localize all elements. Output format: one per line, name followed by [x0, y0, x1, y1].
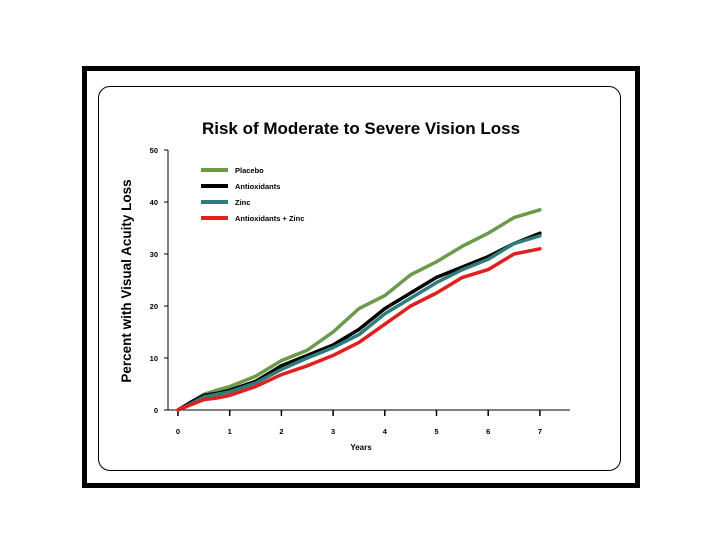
series-line-zinc	[176, 234, 542, 412]
series-line-placebo	[176, 208, 542, 412]
x-tick-label: 4	[383, 427, 388, 436]
y-axis-label: Percent with Visual Acuity Loss	[119, 179, 134, 382]
legend-label: Antioxidants	[235, 182, 280, 191]
y-tick-label: 30	[150, 250, 158, 259]
legend-label: Placebo	[235, 166, 264, 175]
x-tick-label: 3	[331, 427, 335, 436]
y-tick-label: 40	[150, 198, 158, 207]
y-ticks: 0 10 20 30 40 50	[150, 146, 168, 415]
y-tick-label: 10	[150, 354, 158, 363]
legend-label: Antioxidants + Zinc	[235, 214, 304, 223]
chart-title: Risk of Moderate to Severe Vision Loss	[202, 119, 520, 138]
x-tick-label: 0	[176, 427, 180, 436]
x-axis-label: Years	[350, 443, 372, 452]
x-tick-label: 7	[538, 427, 542, 436]
y-tick-label: 50	[150, 146, 158, 155]
x-tick-label: 6	[486, 427, 490, 436]
x-tick-label: 5	[434, 427, 438, 436]
series-lines	[176, 208, 542, 412]
y-tick-label: 20	[150, 302, 158, 311]
x-ticks: 0 1 2 3 4 5 6 7	[176, 410, 542, 436]
x-tick-label: 1	[228, 427, 232, 436]
x-tick-label: 2	[279, 427, 283, 436]
legend-label: Zinc	[235, 198, 250, 207]
legend: Placebo Antioxidants Zinc Antioxidants + Zi…	[201, 166, 304, 223]
y-tick-label: 0	[154, 406, 158, 415]
series-line-antioxidants-zinc	[176, 247, 542, 412]
